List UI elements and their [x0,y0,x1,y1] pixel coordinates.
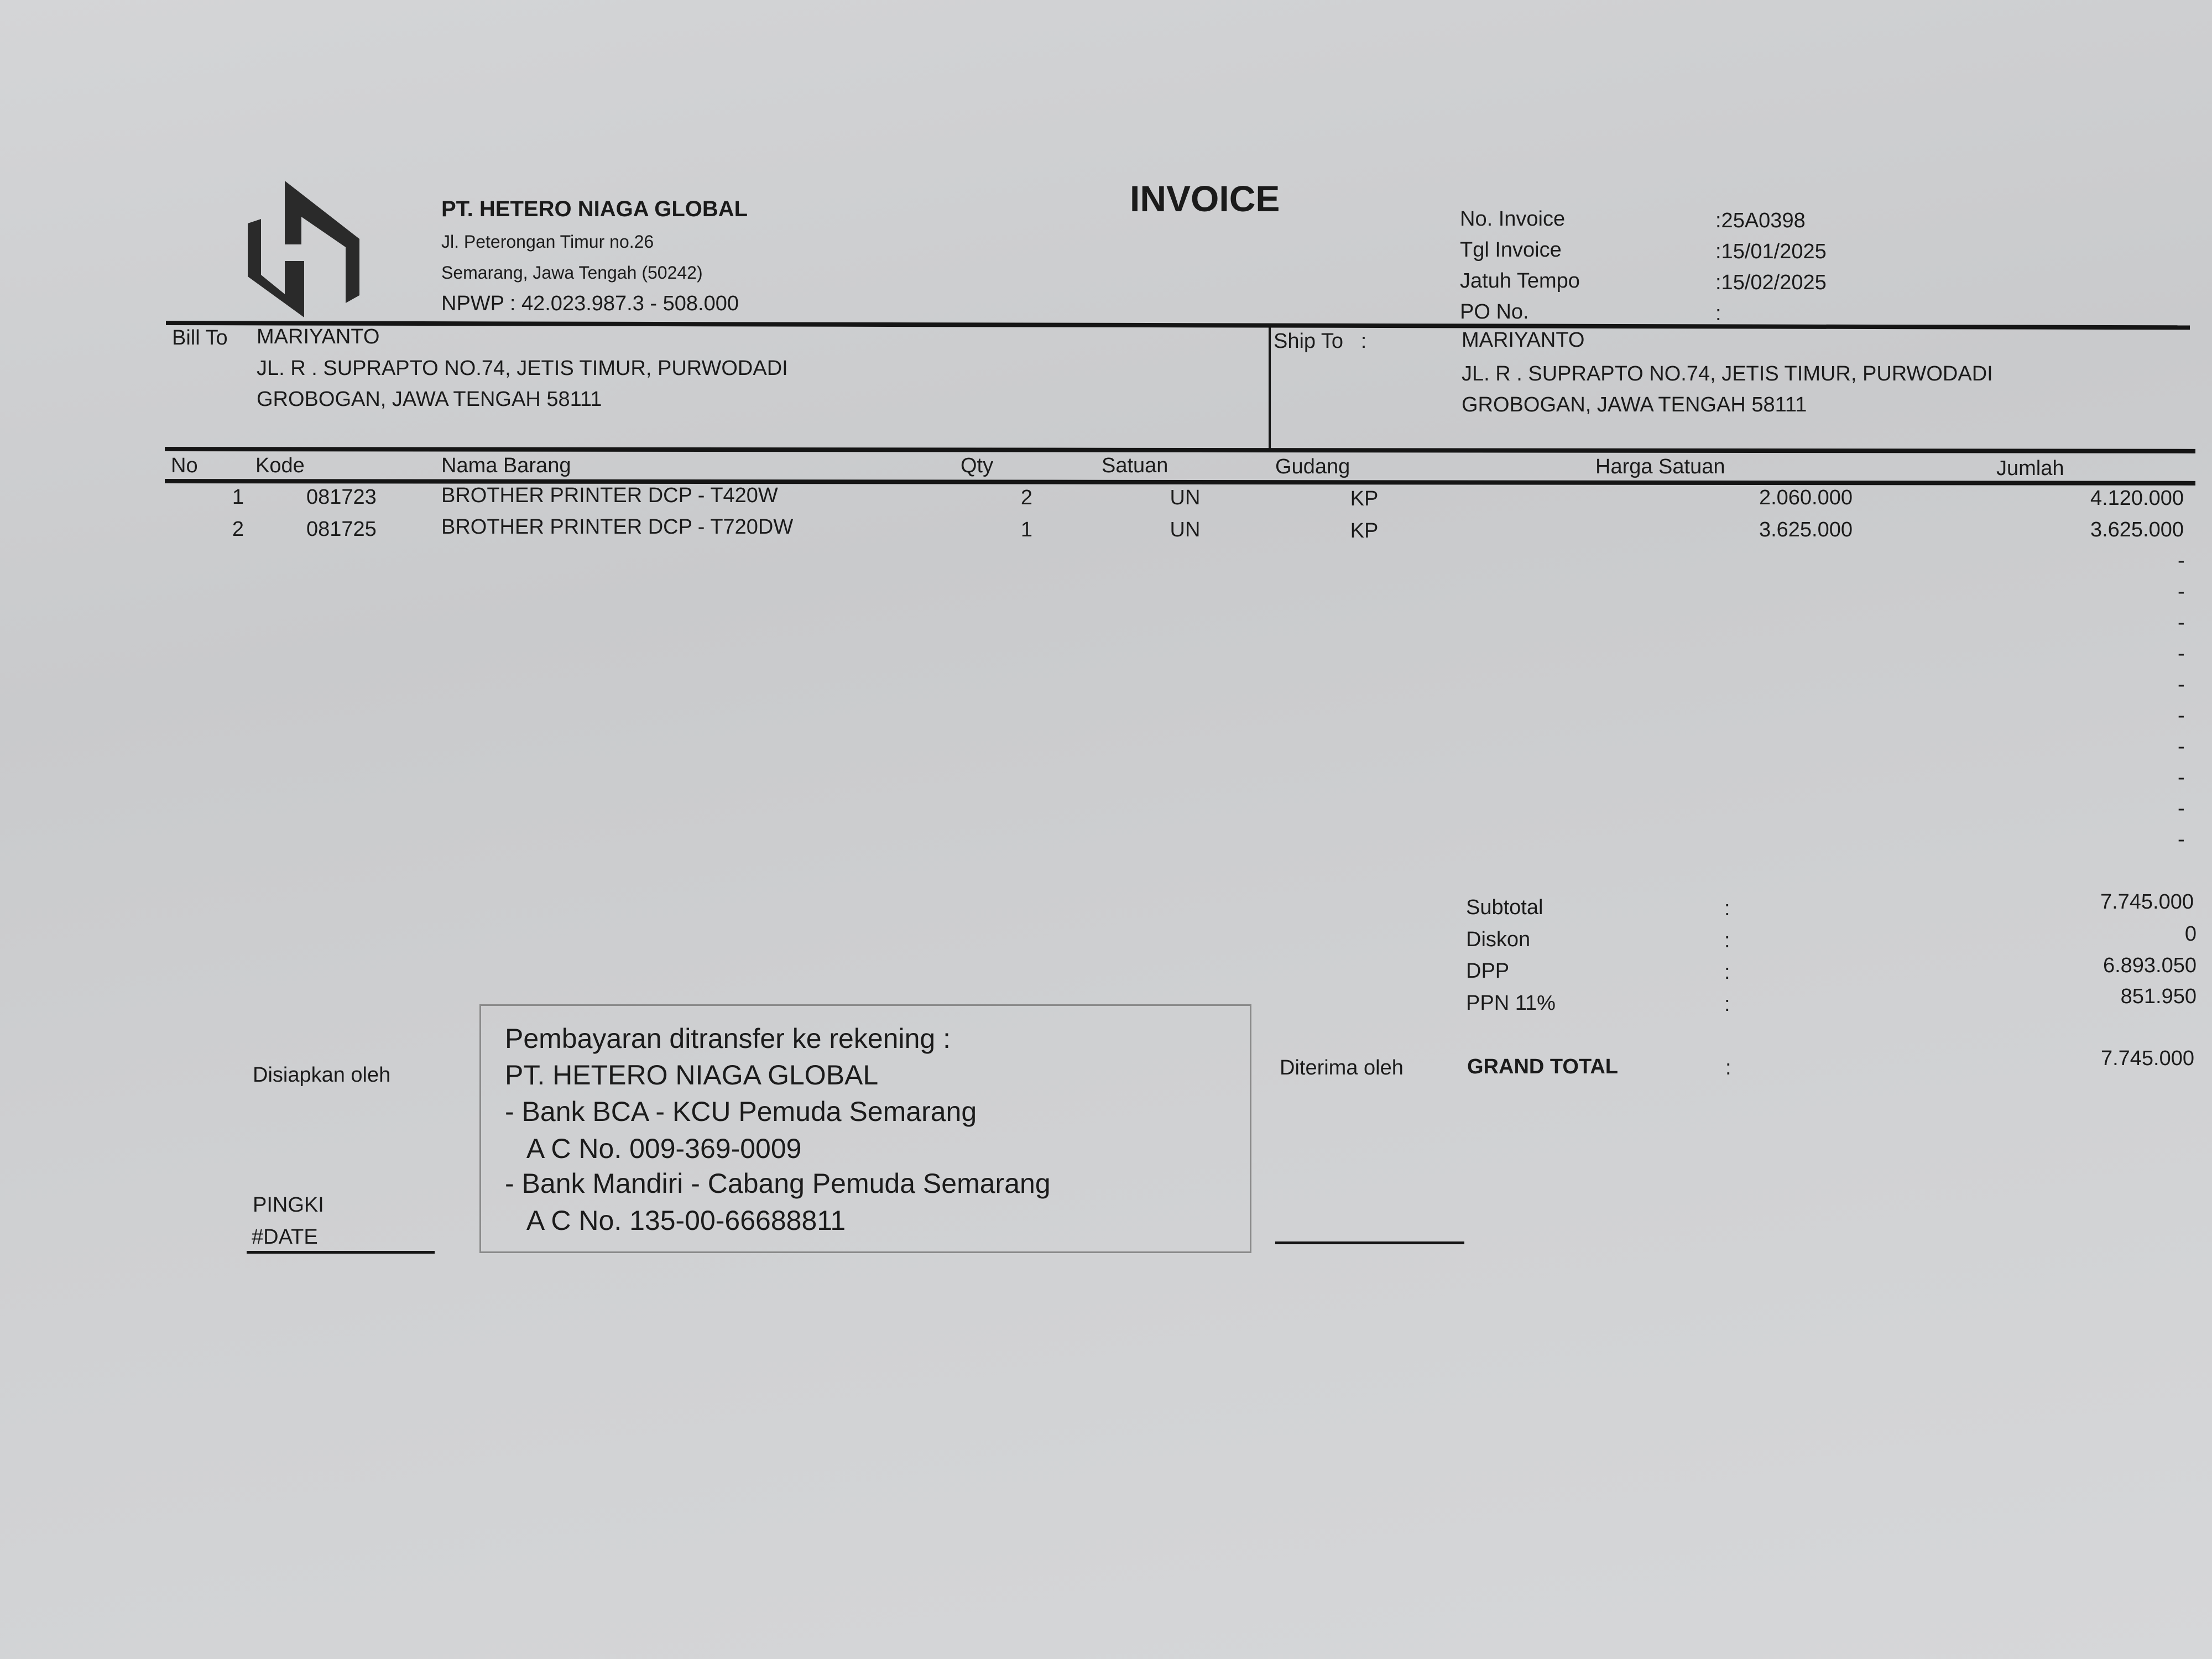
prepared-by-label: Disiapkan oleh [253,1063,391,1087]
meta-label: Tgl Invoice [1460,238,1562,262]
divider [165,321,2190,330]
divider-vertical [1269,326,1271,449]
hexagon-h-logo-icon [248,181,359,317]
meta-value: :15/02/2025 [1715,271,1827,294]
cell-satuan: UN [1170,486,1201,509]
ship-to-address-2: GROBOGAN, JAWA TENGAH 58111 [1462,393,1807,416]
payment-line: A C No. 009-369-0009 [505,1133,802,1164]
document-title: INVOICE [1130,178,1280,219]
total-label: Subtotal [1466,896,1543,919]
payment-line: - Bank Mandiri - Cabang Pemuda Semarang [505,1168,1051,1199]
payment-line: Pembayaran ditransfer ke rekening : [505,1023,951,1054]
prepared-by-name: PINGKI [253,1193,324,1217]
meta-label: Jatuh Tempo [1460,269,1580,293]
total-label: Diskon [1466,928,1531,951]
cell-gudang: KP [1350,519,1379,542]
ship-to-name: MARIYANTO [1462,328,1585,352]
empty-row-dash: - [2178,611,2185,634]
cell-satuan: UN [1170,518,1201,541]
col-header: Jumlah [1996,457,2064,480]
cell-gudang: KP [1350,487,1379,510]
col-header: Nama Barang [441,454,571,477]
payment-line: A C No. 135-00-66688811 [505,1205,846,1236]
grand-total-label: GRAND TOTAL [1467,1055,1619,1078]
received-by-label: Diterima oleh [1280,1056,1404,1079]
empty-row-dash: - [2178,642,2185,665]
total-colon: : [1724,961,1730,984]
cell-qty: 2 [1020,486,1032,509]
cell-jumlah: 4.120.000 [2090,487,2184,510]
col-header: No [171,454,198,477]
cell-qty: 1 [1020,518,1032,541]
payment-line: PT. HETERO NIAGA GLOBAL [505,1060,879,1091]
company-address-1: Jl. Peterongan Timur no.26 [441,232,654,252]
total-colon: : [1724,993,1730,1016]
col-header: Harga Satuan [1595,455,1725,478]
meta-label: No. Invoice [1460,207,1566,231]
empty-row-dash: - [2178,549,2185,572]
prepared-by-date: #DATE [252,1225,318,1249]
company-name: PT. HETERO NIAGA GLOBAL [441,197,748,221]
bill-to-address-1: JL. R . SUPRAPTO NO.74, JETIS TIMUR, PUR… [257,357,788,380]
meta-label: PO No. [1460,300,1529,324]
total-colon: : [1724,897,1730,920]
total-colon: : [1725,1056,1731,1079]
empty-row-dash: - [2178,797,2185,820]
company-address-2: Semarang, Jawa Tengah (50242) [441,263,703,283]
cell-jumlah: 3.625.000 [2090,518,2184,541]
col-header: Qty [961,454,994,477]
cell-kode: 081725 [306,518,377,541]
bill-to-name: MARIYANTO [257,325,380,348]
meta-value: :15/01/2025 [1715,240,1827,263]
bill-to-label: Bill To [172,326,228,349]
total-value: 6.893.050 [2103,954,2197,977]
cell-harga: 3.625.000 [1759,518,1853,541]
total-value: 0 [2184,922,2197,946]
payment-info-box [479,1004,1251,1253]
total-label: PPN 11% [1466,992,1556,1015]
empty-row-dash: - [2178,673,2185,696]
ship-to-address-1: JL. R . SUPRAPTO NO.74, JETIS TIMUR, PUR… [1462,362,1993,385]
divider [164,447,2196,453]
meta-value: : [1715,302,1721,325]
total-label: DPP [1466,959,1510,983]
empty-row-dash: - [2178,704,2185,727]
cell-harga: 2.060.000 [1759,486,1853,509]
bill-to-address-2: GROBOGAN, JAWA TENGAH 58111 [257,388,602,411]
cell-no: 1 [232,486,244,509]
cell-nama: BROTHER PRINTER DCP - T420W [441,484,778,507]
total-value: 851.950 [2120,985,2197,1008]
signature-line [1275,1241,1464,1244]
empty-row-dash: - [2178,828,2185,851]
cell-nama: BROTHER PRINTER DCP - T720DW [441,515,794,539]
payment-line: - Bank BCA - KCU Pemuda Semarang [505,1096,977,1127]
total-value: 7.745.000 [2100,890,2194,914]
meta-value: :25A0398 [1715,209,1806,232]
total-colon: : [1724,929,1730,952]
ship-to-label: Ship To : [1274,330,1367,353]
company-npwp: NPWP : 42.023.987.3 - 508.000 [441,292,739,315]
cell-no: 2 [232,518,244,541]
cell-kode: 081723 [306,486,377,509]
col-header: Gudang [1275,455,1350,478]
empty-row-dash: - [2178,766,2185,789]
empty-row-dash: - [2178,735,2185,758]
col-header: Satuan [1102,454,1168,477]
signature-line [247,1251,435,1254]
empty-row-dash: - [2178,580,2185,603]
grand-total-value: 7.745.000 [2100,1047,2194,1070]
col-header: Kode [255,454,305,477]
